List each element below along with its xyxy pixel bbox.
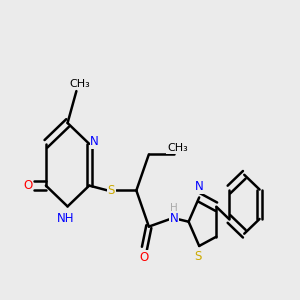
Text: H: H (170, 203, 178, 214)
Text: CH₃: CH₃ (69, 79, 90, 89)
Text: O: O (24, 179, 33, 192)
Text: O: O (140, 250, 149, 263)
Text: NH: NH (57, 212, 75, 225)
Text: N: N (195, 180, 204, 193)
Text: S: S (194, 250, 201, 263)
Text: S: S (108, 184, 115, 197)
Text: N: N (90, 135, 99, 148)
Text: CH₃: CH₃ (167, 143, 188, 154)
Text: N: N (169, 212, 178, 225)
